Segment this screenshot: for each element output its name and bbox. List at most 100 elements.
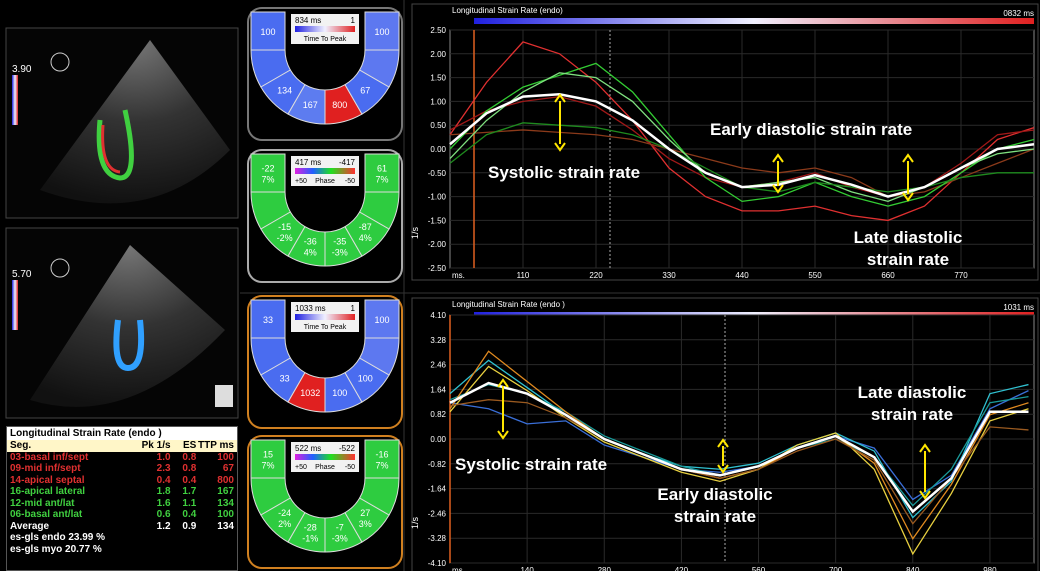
table-cell: 0.8: [182, 451, 197, 463]
ultrasound-image: [30, 245, 225, 407]
y-tick-label: -1.00: [428, 193, 447, 202]
center-value: 417 ms: [295, 158, 321, 167]
center-value: 1033 ms: [295, 304, 326, 313]
x-tick-label: 560: [752, 566, 766, 571]
table-header: Seg. Pk 1/s ES TTP ms: [7, 440, 237, 452]
x-tick-label: 550: [808, 271, 822, 280]
table-row: Average 1.2 0.9 134: [7, 521, 237, 533]
center-value: 522 ms: [295, 444, 321, 453]
segment-label: -24: [278, 508, 291, 518]
y-tick-label: 2.46: [430, 361, 446, 370]
arrow-head: [717, 438, 729, 474]
table-cell: 67: [222, 463, 234, 474]
y-tick-label: 3.28: [430, 336, 446, 345]
info-bar: [295, 454, 355, 460]
segment-label: 800: [332, 100, 347, 110]
strain-curve: [449, 381, 1029, 514]
table-cell: 0.4: [156, 474, 171, 486]
bullseye-frame: [247, 295, 403, 429]
table-cell: 0.9: [182, 520, 197, 532]
segment-label: -22: [261, 164, 274, 174]
segment-label: 7%: [261, 175, 274, 185]
strain-curve: [449, 41, 1035, 222]
y-tick-label: 1.64: [430, 385, 446, 394]
table-row: 14-apical septal 0.4 0.4 800: [7, 475, 237, 487]
caption: Time To Peak: [304, 324, 347, 331]
annotation: Early diastolic: [657, 485, 772, 504]
bullseye-frame: [247, 7, 403, 141]
segment-label: -16: [375, 450, 388, 460]
depth-label: 5.70: [12, 269, 32, 280]
table-row: 06-basal ant/lat 0.6 0.4 100: [7, 509, 237, 521]
table-cell: 134: [217, 520, 234, 532]
annotation: strain rate: [867, 250, 949, 269]
x-tick-label: 770: [954, 271, 968, 280]
time-bar: [474, 18, 1034, 24]
info-bar: [295, 314, 355, 320]
y-tick-label: -3.28: [428, 534, 447, 543]
segment-label: 7%: [375, 175, 388, 185]
y-tick-label: -1.50: [428, 216, 447, 225]
table-cell: Average: [10, 520, 50, 532]
y-tick-label: 4.10: [430, 311, 446, 320]
table-cell: 06-basal ant/lat: [10, 509, 83, 520]
segment-label: 33: [263, 315, 273, 325]
segment-label: 100: [260, 27, 275, 37]
segment-label: -3%: [332, 248, 348, 258]
tracking-contour: [113, 319, 145, 372]
table-cell: 1.1: [182, 497, 197, 509]
center-right: -417: [339, 158, 356, 167]
table-cell: 0.6: [156, 509, 171, 520]
segment-label: 1032: [300, 388, 320, 398]
y-tick-label: 0.82: [430, 410, 446, 419]
center-right: -522: [339, 444, 356, 453]
x-tick-label: 140: [520, 566, 534, 571]
table-cell: 09-mid inf/sept: [10, 463, 81, 474]
table-cell: 14-apical septal: [10, 474, 85, 486]
y-tick-label: 0.50: [430, 121, 446, 130]
segment-label: -1%: [302, 534, 318, 544]
arrow-head: [902, 153, 914, 202]
caption: +50: [295, 178, 307, 185]
y-axis-label: 1/s: [410, 226, 420, 239]
segment-label: 61: [377, 164, 387, 174]
x-tick-label: 420: [675, 566, 689, 571]
segment-label: -15: [278, 222, 291, 232]
strain-curve: [449, 93, 1035, 198]
orientation-icon: [50, 258, 70, 278]
chart-title: Longitudinal Strain Rate (endo ): [452, 300, 565, 309]
segment: [364, 11, 400, 51]
strain-curve: [449, 129, 1035, 198]
table-row: 09-mid inf/sept 2.3 0.8 67: [7, 463, 237, 475]
info-bar: [295, 168, 355, 174]
annotation: Systolic strain rate: [455, 455, 607, 474]
table-cell: 1.0: [156, 451, 171, 463]
table-cell: 12-mid ant/lat: [10, 497, 75, 509]
y-tick-label: 2.50: [430, 26, 446, 35]
segment-label: 7%: [375, 461, 388, 471]
segment-label: -28: [304, 523, 317, 533]
segment-label: 134: [277, 85, 292, 95]
arrow-head: [554, 93, 566, 152]
segment-label: 67: [360, 85, 370, 95]
segment-label: 33: [280, 373, 290, 383]
segment-label: -35: [333, 237, 346, 247]
table-cell: 1.7: [182, 486, 197, 497]
depth-label: 3.90: [12, 64, 32, 75]
segment-label: 167: [303, 100, 318, 110]
table-cell: 0.8: [182, 463, 197, 474]
table-footer: es-gls endo 23.99 %: [10, 532, 106, 543]
orientation-icon: [50, 52, 70, 72]
table-cell: 800: [217, 474, 234, 486]
x-tick-label: 700: [829, 566, 843, 571]
caption: +50: [295, 464, 307, 471]
table-cell: 167: [217, 486, 234, 497]
color-scale: [12, 280, 18, 330]
x-tick-label: 330: [662, 271, 676, 280]
table-body: 03-basal inf/sept 1.0 0.8 100 09-mid inf/sep…: [7, 452, 237, 533]
table-cell: 2.3: [156, 463, 171, 474]
table-row: 16-apical lateral 1.8 1.7 167: [7, 486, 237, 498]
table-footer: es-gls myo 20.77 %: [10, 544, 102, 555]
y-tick-label: 0.00: [430, 145, 446, 154]
header-cell: ES: [182, 440, 197, 451]
